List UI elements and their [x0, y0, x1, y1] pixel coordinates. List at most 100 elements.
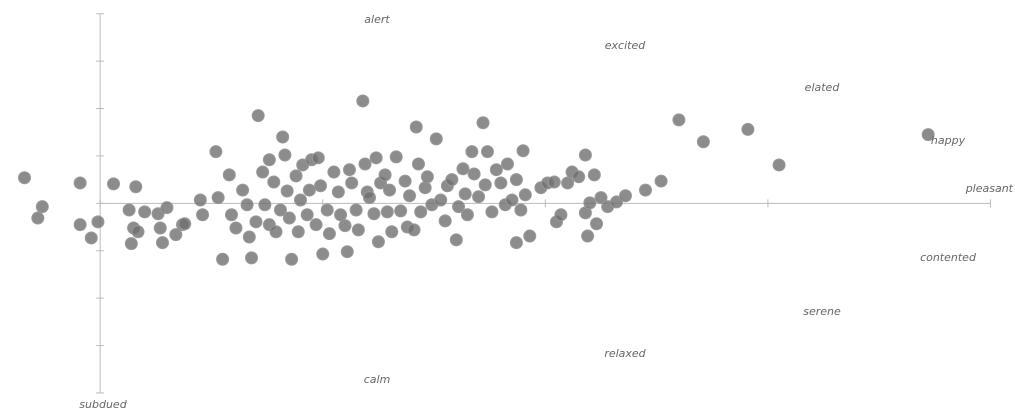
point: [236, 183, 250, 197]
point: [494, 176, 508, 190]
point: [696, 135, 710, 149]
annotation: excited: [605, 39, 646, 52]
point: [572, 170, 586, 184]
point: [561, 176, 575, 190]
point: [362, 191, 376, 205]
point: [340, 245, 354, 259]
point: [282, 211, 296, 225]
point: [169, 228, 183, 242]
point: [578, 148, 592, 162]
point: [216, 252, 230, 266]
point: [378, 168, 392, 182]
point: [302, 183, 316, 197]
point: [438, 214, 452, 228]
point: [293, 193, 307, 207]
point: [367, 207, 381, 221]
annotation: pleasant: [965, 182, 1014, 195]
point: [84, 231, 98, 245]
point: [320, 203, 334, 217]
point: [414, 205, 428, 219]
annotation: serene: [803, 305, 841, 318]
point: [31, 211, 45, 225]
point: [273, 203, 287, 217]
annotation: calm: [364, 373, 391, 386]
point: [547, 175, 561, 189]
point: [193, 193, 207, 207]
point: [380, 205, 394, 219]
point: [398, 174, 412, 188]
point: [403, 189, 417, 203]
point: [420, 170, 434, 184]
point: [383, 183, 397, 197]
point: [407, 223, 421, 237]
point: [476, 116, 490, 130]
annotation: alert: [364, 13, 390, 26]
point: [741, 122, 755, 136]
point: [429, 132, 443, 146]
point: [256, 165, 270, 179]
point: [280, 184, 294, 198]
point: [480, 145, 494, 159]
point: [349, 203, 363, 217]
point: [467, 167, 481, 181]
point: [153, 221, 167, 235]
point: [160, 201, 174, 215]
point: [411, 157, 425, 171]
point: [338, 219, 352, 233]
point: [594, 191, 608, 205]
point: [249, 215, 263, 229]
point: [452, 200, 466, 214]
point: [434, 193, 448, 207]
point: [285, 252, 299, 266]
point: [242, 230, 256, 244]
point: [509, 173, 523, 187]
point: [73, 176, 87, 190]
point: [17, 171, 31, 185]
point: [445, 173, 459, 187]
point: [449, 233, 463, 247]
point: [351, 223, 365, 237]
point: [316, 247, 330, 261]
point: [138, 205, 152, 219]
point: [131, 225, 145, 239]
point: [369, 151, 383, 165]
point: [345, 176, 359, 190]
point: [122, 203, 136, 217]
point: [331, 185, 345, 199]
point: [155, 236, 169, 250]
point: [587, 168, 601, 182]
point: [222, 168, 236, 182]
point: [523, 229, 537, 243]
point: [456, 162, 470, 176]
point: [639, 183, 653, 197]
point: [618, 189, 632, 203]
point: [921, 128, 935, 142]
point: [489, 163, 503, 177]
point: [251, 109, 265, 123]
point: [178, 217, 192, 231]
point: [91, 215, 105, 229]
point: [129, 180, 143, 194]
point: [772, 158, 786, 172]
point: [516, 144, 530, 158]
point: [322, 227, 336, 241]
point: [300, 208, 314, 222]
point: [262, 153, 276, 167]
point: [278, 148, 292, 162]
point: [394, 204, 408, 218]
annotation: subdued: [79, 398, 127, 410]
point: [276, 130, 290, 144]
point: [289, 169, 303, 183]
point: [478, 178, 492, 192]
point: [509, 236, 523, 250]
point: [485, 205, 499, 219]
point: [672, 113, 686, 127]
point: [107, 177, 121, 191]
point: [505, 193, 519, 207]
point: [583, 196, 597, 210]
point: [196, 208, 210, 222]
point: [590, 217, 604, 231]
point: [358, 157, 372, 171]
point: [418, 181, 432, 195]
